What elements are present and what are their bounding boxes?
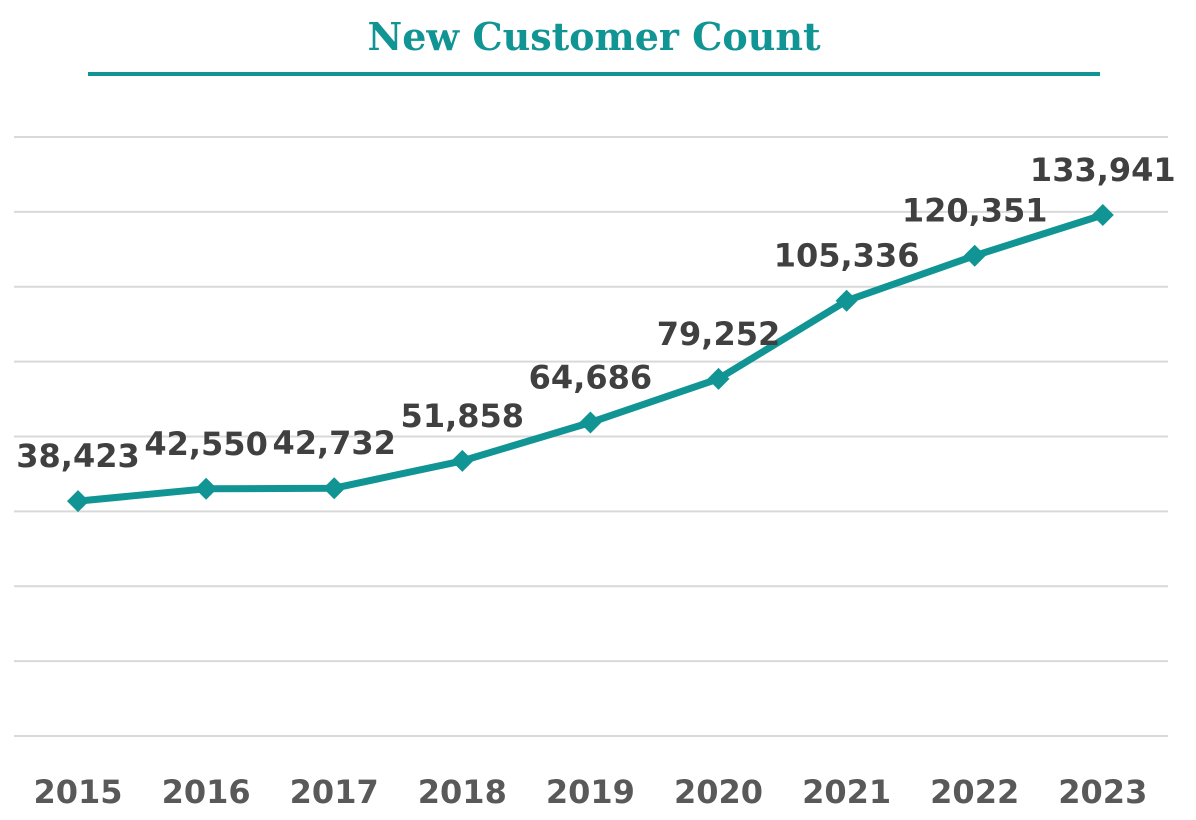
x-tick-label-2019: 2019 bbox=[546, 773, 635, 811]
data-label-2020: 79,252 bbox=[657, 315, 780, 353]
data-label-2018: 51,858 bbox=[401, 397, 524, 435]
data-point-marker-2020 bbox=[707, 367, 730, 390]
data-label-2017: 42,732 bbox=[272, 424, 395, 462]
marker-group bbox=[67, 204, 1114, 513]
data-point-marker-2016 bbox=[195, 477, 218, 500]
data-point-marker-2015 bbox=[67, 490, 89, 513]
data-label-2021: 105,336 bbox=[774, 237, 920, 275]
x-tick-label-2015: 2015 bbox=[33, 773, 122, 811]
x-axis-tick-labels: 2015 2016 2017 2018 2019 2020 2021 2022 2023 bbox=[33, 773, 1147, 811]
gridlines bbox=[14, 136, 1168, 737]
x-tick-label-2020: 2020 bbox=[674, 773, 763, 811]
data-label-2019: 64,686 bbox=[529, 359, 652, 397]
data-label-2016: 42,550 bbox=[144, 425, 267, 463]
x-tick-label-2018: 2018 bbox=[418, 773, 507, 811]
chart-title: New Customer Count bbox=[367, 14, 820, 59]
x-tick-label-2016: 2016 bbox=[162, 773, 251, 811]
x-tick-label-2021: 2021 bbox=[802, 773, 891, 811]
data-point-marker-2019 bbox=[579, 411, 602, 434]
data-point-marker-2017 bbox=[323, 477, 346, 500]
x-tick-label-2023: 2023 bbox=[1058, 773, 1147, 811]
data-point-marker-2018 bbox=[451, 449, 474, 472]
x-tick-label-2017: 2017 bbox=[290, 773, 379, 811]
data-point-marker-2021 bbox=[835, 289, 858, 312]
x-tick-label-2022: 2022 bbox=[930, 773, 1019, 811]
data-label-2022: 120,351 bbox=[902, 192, 1048, 230]
data-point-marker-2022 bbox=[963, 244, 986, 267]
data-label-2023: 133,941 bbox=[1030, 151, 1176, 189]
data-point-marker-2023 bbox=[1091, 204, 1114, 227]
data-label-2015: 38,423 bbox=[16, 437, 139, 475]
